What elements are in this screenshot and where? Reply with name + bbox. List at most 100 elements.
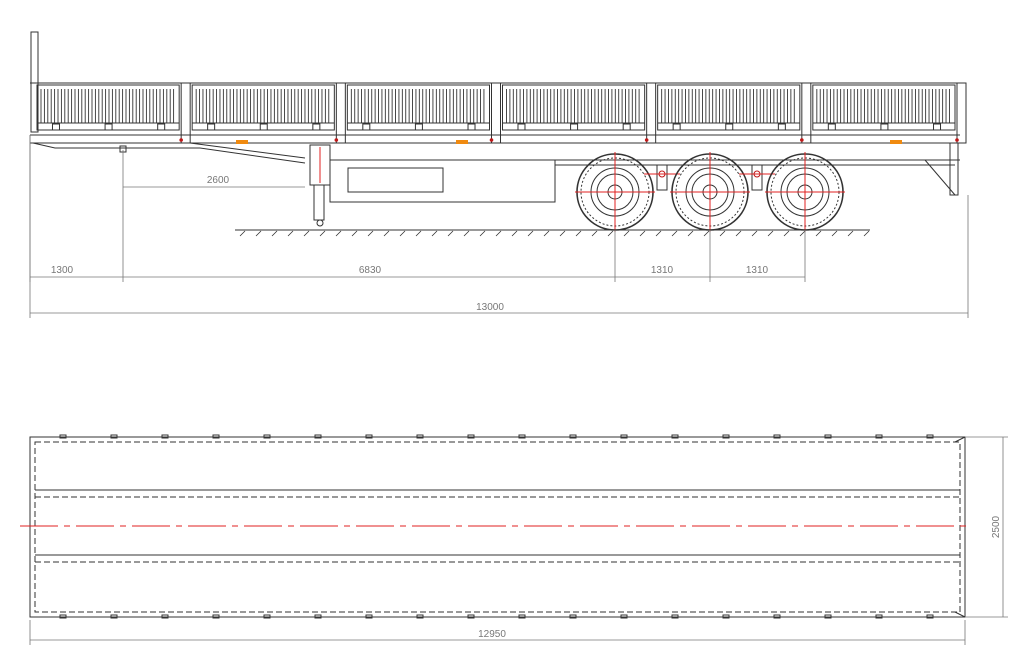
ground-hatch bbox=[863, 230, 870, 237]
stake-pocket bbox=[491, 82, 501, 144]
side-view bbox=[30, 31, 967, 237]
stake-pocket-bottom bbox=[314, 614, 322, 619]
marker-lamp bbox=[489, 138, 494, 142]
panel-latch bbox=[157, 123, 166, 131]
ground-hatch bbox=[463, 230, 470, 237]
panel-latch bbox=[622, 123, 631, 131]
ground-hatch bbox=[495, 230, 502, 237]
stake-pocket-bottom bbox=[671, 614, 679, 619]
ground-hatch bbox=[303, 230, 310, 237]
panel-latch bbox=[362, 123, 371, 131]
stake-pocket-bottom bbox=[212, 614, 220, 619]
side-panel bbox=[191, 82, 346, 144]
stake-pocket-top bbox=[59, 434, 67, 439]
ground-hatch bbox=[623, 230, 630, 237]
stake-pocket-bottom bbox=[110, 614, 118, 619]
stake-pocket bbox=[335, 82, 346, 144]
stake-pocket-top bbox=[212, 434, 220, 439]
dim-axle-spacing-2: 1310 bbox=[746, 265, 769, 276]
dim-front-overhang: 1300 bbox=[51, 265, 74, 276]
ground-hatch bbox=[687, 230, 694, 237]
side-panel bbox=[346, 82, 501, 144]
marker-lamp bbox=[644, 138, 649, 142]
stake-pocket-top bbox=[569, 434, 577, 439]
stake-pocket-top bbox=[620, 434, 628, 439]
dim-kingpin-to-leg: 2600 bbox=[207, 175, 230, 186]
marker-lamp bbox=[955, 138, 959, 142]
ground-hatch bbox=[591, 230, 598, 237]
gooseneck-underside bbox=[32, 142, 306, 164]
ground-hatch bbox=[399, 230, 406, 237]
stake-pocket-top bbox=[875, 434, 883, 439]
ground-hatch bbox=[735, 230, 742, 237]
suspension-hanger bbox=[751, 164, 763, 191]
ground-hatch bbox=[815, 230, 822, 237]
ground-hatch bbox=[383, 230, 390, 237]
wheel bbox=[765, 152, 845, 232]
panel-latch bbox=[777, 123, 786, 131]
gooseneck-beam bbox=[189, 142, 306, 159]
stake-pocket-bottom bbox=[365, 614, 373, 619]
ground-hatch bbox=[319, 230, 326, 237]
side-panel bbox=[812, 82, 967, 144]
stake-pocket-bottom bbox=[263, 614, 271, 619]
stake-pocket bbox=[801, 82, 812, 144]
marker-lamp bbox=[334, 138, 339, 142]
rear-brace bbox=[924, 159, 956, 196]
stake-pocket-bottom bbox=[59, 614, 67, 619]
ground-hatch bbox=[255, 230, 262, 237]
rear-corner-bottom bbox=[954, 611, 966, 618]
ground-hatch bbox=[719, 230, 726, 237]
rear-post bbox=[949, 143, 959, 196]
stake-pocket bbox=[646, 82, 657, 144]
stake-pocket-top bbox=[365, 434, 373, 439]
stake-pocket-bottom bbox=[824, 614, 832, 619]
ground-hatch bbox=[511, 230, 518, 237]
ground-hatch bbox=[767, 230, 774, 237]
stake-pocket-top bbox=[671, 434, 679, 439]
ground-hatch bbox=[431, 230, 438, 237]
ground-hatch bbox=[639, 230, 646, 237]
ground-hatch bbox=[479, 230, 486, 237]
stake-pocket-bottom bbox=[620, 614, 628, 619]
ground-hatch bbox=[751, 230, 758, 237]
panel-latch bbox=[933, 123, 942, 131]
ground-hatch bbox=[799, 230, 806, 237]
stake-pocket bbox=[956, 82, 967, 144]
panel-latch bbox=[207, 123, 216, 131]
stake-pocket-top bbox=[824, 434, 832, 439]
stake-pocket-top bbox=[518, 434, 526, 439]
panel-latch bbox=[880, 123, 889, 131]
stake-pocket-top bbox=[926, 434, 934, 439]
stake-pocket-bottom bbox=[518, 614, 526, 619]
panel-latch bbox=[827, 123, 836, 131]
panel-latch bbox=[104, 123, 113, 131]
stake-pocket-bottom bbox=[926, 614, 934, 619]
ground-hatch bbox=[527, 230, 534, 237]
stake-pocket-bottom bbox=[467, 614, 475, 619]
hanger-pin bbox=[753, 170, 761, 178]
stake-pocket-bottom bbox=[875, 614, 883, 619]
side-rail-dashed bbox=[34, 441, 961, 613]
panel-latch bbox=[570, 123, 579, 131]
panel-latch bbox=[51, 123, 60, 131]
ground-hatch bbox=[607, 230, 614, 237]
wheel bbox=[670, 152, 775, 232]
ground-hatch bbox=[575, 230, 582, 237]
landing-foot bbox=[316, 219, 324, 227]
side-panel bbox=[502, 82, 657, 144]
ground-hatch bbox=[287, 230, 294, 237]
stake-pocket-bottom bbox=[569, 614, 577, 619]
top-view bbox=[20, 434, 970, 619]
ground-hatch bbox=[415, 230, 422, 237]
side-reflector bbox=[890, 140, 902, 144]
ground-hatch bbox=[831, 230, 838, 237]
suspension-hanger bbox=[656, 164, 668, 191]
side-reflector bbox=[236, 140, 248, 144]
panel-latch bbox=[517, 123, 526, 131]
marker-lamp bbox=[179, 138, 183, 142]
headboard-post bbox=[30, 31, 39, 133]
stake-pocket-bottom bbox=[161, 614, 169, 619]
dim-axle-spacing-1: 1310 bbox=[651, 265, 674, 276]
ground-hatch bbox=[239, 230, 246, 237]
